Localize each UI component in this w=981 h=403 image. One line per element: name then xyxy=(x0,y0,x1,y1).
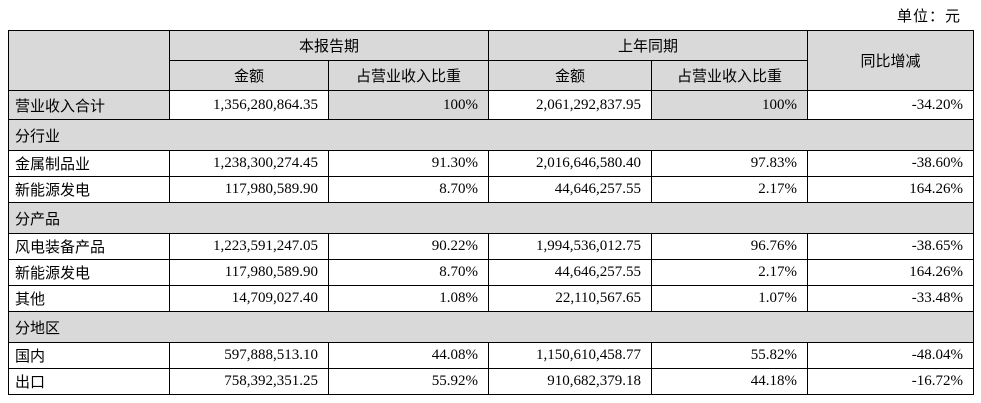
cell-cur-share: 44.08% xyxy=(327,342,490,369)
cell-cur-amount: 117,980,589.90 xyxy=(169,176,329,203)
header-yoy-change: 同比增减 xyxy=(807,30,975,91)
cell-yoy-value: -38.65% xyxy=(807,233,975,260)
cell-prior-amount: 44,646,257.55 xyxy=(488,176,653,203)
table-header: 本报告期 上年同期 同比增减 金额 占营业收入比重 金额 占营业收入比重 xyxy=(8,30,975,91)
cell-row-label: 其他 xyxy=(8,285,170,312)
cell-row-label: 新能源发电 xyxy=(8,176,170,203)
cell-row-label: 金属制品业 xyxy=(8,150,170,177)
table-row: 金属制品业 1,238,300,274.45 91.30% 2,016,646,580… xyxy=(8,150,975,177)
table-row: 新能源发电 117,980,589.90 8.70% 44,646,257.55 2.1… xyxy=(8,259,975,286)
cell-prior-amount: 22,110,567.65 xyxy=(488,285,653,312)
cell-prior-amount: 44,646,257.55 xyxy=(488,259,653,286)
cell-yoy-value: -16.72% xyxy=(807,368,975,395)
corner-cell xyxy=(8,30,170,91)
table-row: 风电装备产品 1,223,591,247.05 90.22% 1,994,536,01… xyxy=(8,233,975,260)
section-row: 分行业 xyxy=(7,119,975,151)
cell-cur-amount: 117,980,589.90 xyxy=(169,259,329,286)
table-row: 营业收入合计 1,356,280,864.35 100% 2,061,292,837.… xyxy=(8,90,975,120)
cell-prior-amount: 1,994,536,012.75 xyxy=(488,233,653,260)
cell-yoy-value: 164.26% xyxy=(807,259,975,286)
header-prior-amount: 金额 xyxy=(488,60,653,91)
cell-cur-share: 90.22% xyxy=(327,233,490,260)
cell-prior-amount: 2,016,646,580.40 xyxy=(488,150,653,177)
cell-prior-share: 1.07% xyxy=(651,285,809,312)
cell-prior-amount: 2,061,292,837.95 xyxy=(488,90,653,120)
cell-cur-share: 91.30% xyxy=(327,150,490,177)
section-row: 分地区 xyxy=(7,311,975,343)
table-body: 营业收入合计 1,356,280,864.35 100% 2,061,292,837.… xyxy=(7,90,975,395)
cell-cur-amount: 1,223,591,247.05 xyxy=(169,233,329,260)
cell-prior-share: 100% xyxy=(651,90,809,120)
cell-cur-share: 8.70% xyxy=(327,176,490,203)
cell-row-label: 国内 xyxy=(8,342,170,369)
cell-row-label: 出口 xyxy=(8,368,170,395)
header-row-measures: 金额 占营业收入比重 金额 占营业收入比重 xyxy=(9,60,974,91)
cell-cur-amount: 1,238,300,274.45 xyxy=(169,150,329,177)
section-label: 分产品 xyxy=(7,202,975,234)
unit-label: 单位：元 xyxy=(896,9,961,25)
table-row: 新能源发电 117,980,589.90 8.70% 44,646,257.55 2.1… xyxy=(8,176,975,203)
revenue-breakdown-table: 本报告期 上年同期 同比增减 金额 占营业收入比重 金额 占营业收入比重 营业收… xyxy=(7,30,975,395)
cell-cur-amount: 758,392,351.25 xyxy=(169,368,329,395)
cell-cur-share: 8.70% xyxy=(327,259,490,286)
cell-cur-share: 55.92% xyxy=(327,368,490,395)
cell-yoy-value: 164.26% xyxy=(807,176,975,203)
cell-cur-amount: 14,709,027.40 xyxy=(169,285,329,312)
table-row: 国内 597,888,513.10 44.08% 1,150,610,458.77 55… xyxy=(8,342,975,369)
cell-prior-share: 2.17% xyxy=(651,176,809,203)
header-row-periods: 本报告期 上年同期 同比增减 xyxy=(8,30,975,91)
cell-cur-share: 1.08% xyxy=(327,285,490,312)
cell-prior-share: 2.17% xyxy=(651,259,809,286)
table-row: 其他 14,709,027.40 1.08% 22,110,567.65 1.07% -3… xyxy=(8,285,975,312)
cell-prior-share: 44.18% xyxy=(651,368,809,395)
header-current-amount: 金额 xyxy=(169,60,329,91)
section-row: 分产品 xyxy=(7,202,975,234)
section-label: 分地区 xyxy=(7,311,975,343)
cell-row-label: 新能源发电 xyxy=(8,259,170,286)
cell-prior-share: 97.83% xyxy=(651,150,809,177)
cell-row-label: 风电装备产品 xyxy=(8,233,170,260)
cell-prior-amount: 1,150,610,458.77 xyxy=(488,342,653,369)
cell-yoy-value: -48.04% xyxy=(807,342,975,369)
section-label: 分行业 xyxy=(7,119,975,151)
table-row: 出口 758,392,351.25 55.92% 910,682,379.18 44.1… xyxy=(8,368,975,395)
cell-cur-amount: 1,356,280,864.35 xyxy=(169,90,329,120)
cell-prior-share: 96.76% xyxy=(651,233,809,260)
cell-cur-amount: 597,888,513.10 xyxy=(169,342,329,369)
header-prior-period: 上年同期 xyxy=(488,30,809,61)
header-current-share: 占营业收入比重 xyxy=(327,60,490,91)
cell-yoy-value: -38.60% xyxy=(807,150,975,177)
cell-cur-share: 100% xyxy=(327,90,490,120)
cell-prior-amount: 910,682,379.18 xyxy=(488,368,653,395)
cell-prior-share: 55.82% xyxy=(651,342,809,369)
cell-yoy-value: -34.20% xyxy=(807,90,975,120)
cell-yoy-value: -33.48% xyxy=(807,285,975,312)
cell-row-label: 营业收入合计 xyxy=(8,90,170,120)
header-prior-share: 占营业收入比重 xyxy=(651,60,809,91)
header-current-period: 本报告期 xyxy=(168,30,490,61)
